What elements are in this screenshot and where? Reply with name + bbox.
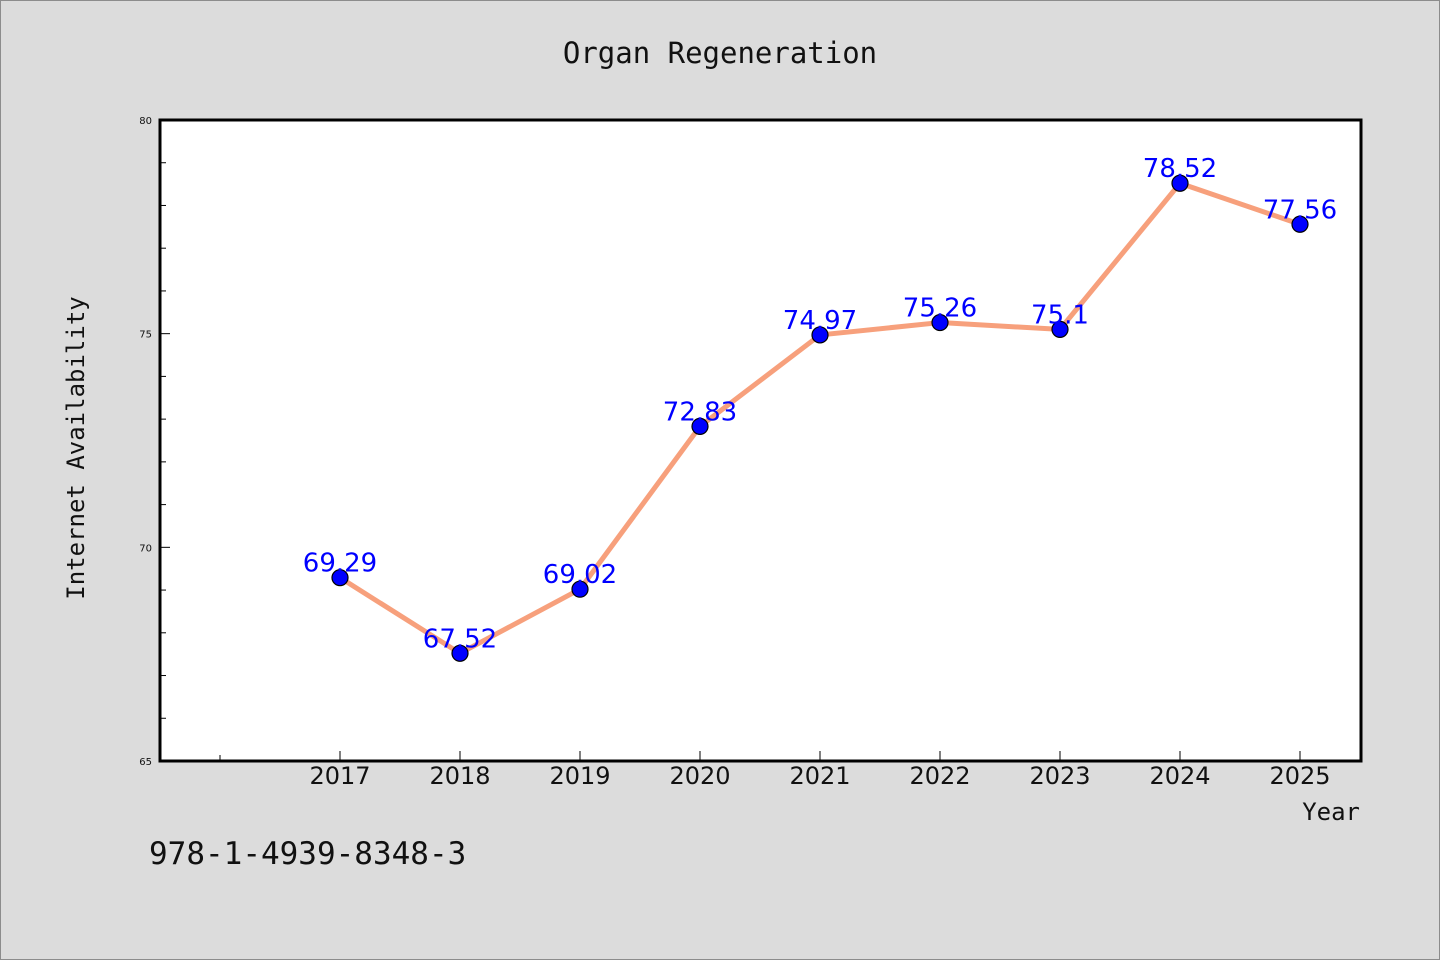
data-label: 78.52 [1143,154,1217,184]
y-tick-label: 70 [139,543,152,554]
x-tick-label: 2019 [549,762,610,790]
data-label: 75.1 [1031,300,1089,330]
data-label: 69.29 [303,549,377,579]
y-tick-label: 75 [139,330,152,341]
series-line-group: 69.29 67.52 69.02 72.83 74.97 75.26 75.1 78.52 7… [303,154,1337,662]
x-tick-label: 2023 [1029,762,1090,790]
data-label: 69.02 [543,560,617,590]
data-point-marker [931,313,949,332]
data-label: 75.26 [903,294,977,324]
x-axis-label: Year [1302,798,1360,826]
data-point-marker [691,417,709,435]
data-label: 72.83 [663,397,737,427]
data-point-marker [811,326,829,344]
data-point-marker [331,569,349,587]
data-label: 67.52 [423,624,497,654]
y-axis-label: Internet Availability [62,296,90,599]
data-point-marker [1171,174,1189,192]
data-label: 77.56 [1263,195,1337,225]
data-point-marker [451,644,469,662]
data-label: 74.97 [783,306,857,336]
chart-title: Organ Regeneration [563,36,877,70]
data-point-marker [1051,320,1069,338]
x-axis: 2017 2018 2019 2020 2021 2022 2023 2024 2025 [219,751,1331,790]
x-tick-label: 2017 [309,762,370,790]
x-tick-label: 2020 [669,762,730,790]
x-tick-label: 2025 [1269,762,1330,790]
isbn-footer: 978-1-4939-8348-3 [149,836,466,872]
y-axis: 65 70 75 80 [139,116,170,768]
y-tick-label: 80 [139,116,152,127]
y-tick-label: 65 [139,757,152,768]
x-tick-label: 2022 [909,762,970,790]
x-tick-label: 2018 [429,762,490,790]
x-tick-label: 2021 [789,762,850,790]
data-point-marker [571,580,589,598]
data-point-marker [1291,215,1309,233]
plot-area [158,118,1363,763]
x-tick-label: 2024 [1149,762,1210,790]
